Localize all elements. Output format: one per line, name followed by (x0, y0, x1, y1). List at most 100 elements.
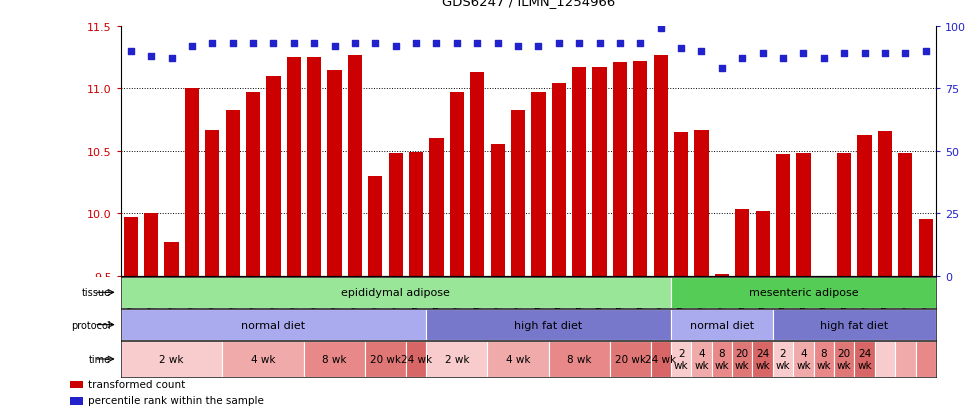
Bar (71, 381, 83, 388)
Bar (918, 220, 933, 276)
Point (511, 43, 526, 50)
Bar (225, 110, 240, 276)
Bar (368, 176, 382, 276)
Bar (695, 130, 709, 276)
Bar (612, 63, 627, 276)
Bar (549, 342, 610, 377)
Text: percentile rank within the sample: percentile rank within the sample (87, 396, 264, 406)
Point (857, 51, 872, 57)
Bar (144, 214, 158, 276)
Bar (732, 342, 753, 377)
Point (551, 41, 566, 47)
Bar (610, 342, 651, 377)
Bar (797, 154, 810, 276)
Text: normal diet: normal diet (690, 320, 754, 330)
Text: 24 wk: 24 wk (401, 354, 431, 364)
Bar (793, 342, 813, 377)
Bar (123, 217, 138, 276)
Bar (307, 58, 321, 276)
Point (714, 66, 730, 73)
Point (653, 26, 668, 33)
Text: 8
wk: 8 wk (714, 348, 729, 370)
Bar (878, 131, 892, 276)
Bar (185, 89, 199, 276)
Point (428, 41, 444, 47)
Point (898, 51, 913, 57)
Point (632, 41, 648, 47)
Text: 2 wk: 2 wk (159, 354, 183, 364)
Bar (71, 397, 83, 405)
Bar (406, 342, 426, 377)
Bar (593, 68, 607, 276)
Text: mesenteric adipose: mesenteric adipose (749, 287, 858, 298)
Point (326, 43, 342, 50)
Bar (711, 342, 732, 377)
Bar (895, 342, 915, 377)
Bar (426, 342, 487, 377)
Point (755, 51, 770, 57)
Bar (714, 275, 729, 276)
Point (836, 51, 852, 57)
Bar (671, 342, 691, 377)
Bar (165, 242, 178, 276)
Text: GDS6247 / ILMN_1254966: GDS6247 / ILMN_1254966 (442, 0, 614, 8)
Bar (773, 309, 936, 340)
Bar (409, 153, 423, 276)
Text: tissue: tissue (81, 287, 111, 298)
Bar (389, 154, 403, 276)
Bar (837, 154, 852, 276)
Bar (875, 342, 895, 377)
Point (224, 41, 240, 47)
Bar (348, 55, 362, 276)
Bar (470, 73, 484, 276)
Text: epididymal adipose: epididymal adipose (341, 287, 450, 298)
Text: time: time (88, 354, 111, 364)
Point (530, 43, 546, 50)
Point (673, 46, 689, 52)
Bar (572, 68, 586, 276)
Bar (121, 342, 222, 377)
Text: 4 wk: 4 wk (506, 354, 530, 364)
Point (388, 43, 404, 50)
Point (449, 41, 465, 47)
Point (734, 56, 750, 62)
Point (184, 43, 200, 50)
Bar (651, 342, 671, 377)
Bar (121, 309, 426, 340)
Text: transformed count: transformed count (87, 380, 185, 389)
Point (490, 41, 506, 47)
Bar (511, 110, 525, 276)
Bar (304, 342, 366, 377)
Text: 2
wk: 2 wk (776, 348, 790, 370)
Point (918, 48, 934, 55)
Bar (776, 155, 790, 276)
Text: 2 wk: 2 wk (445, 354, 469, 364)
Bar (855, 342, 875, 377)
Bar (491, 145, 505, 276)
Bar (429, 139, 444, 276)
Bar (552, 84, 565, 276)
Text: 24
wk: 24 wk (756, 348, 770, 370)
Bar (327, 71, 342, 276)
Point (164, 56, 179, 62)
Text: 4
wk: 4 wk (694, 348, 709, 370)
Bar (816, 276, 831, 277)
Point (571, 41, 587, 47)
Bar (267, 77, 280, 276)
Point (143, 53, 159, 60)
Bar (899, 154, 912, 276)
Bar (773, 342, 793, 377)
Point (307, 41, 322, 47)
Point (245, 41, 261, 47)
Bar (756, 211, 769, 276)
Text: 20 wk: 20 wk (370, 354, 401, 364)
Bar (366, 342, 406, 377)
Point (775, 56, 791, 62)
Bar (813, 342, 834, 377)
Point (877, 51, 893, 57)
Text: 8
wk: 8 wk (816, 348, 831, 370)
Text: 2
wk: 2 wk (674, 348, 688, 370)
Text: 20 wk: 20 wk (614, 354, 646, 364)
Bar (205, 130, 220, 276)
Bar (858, 135, 871, 276)
